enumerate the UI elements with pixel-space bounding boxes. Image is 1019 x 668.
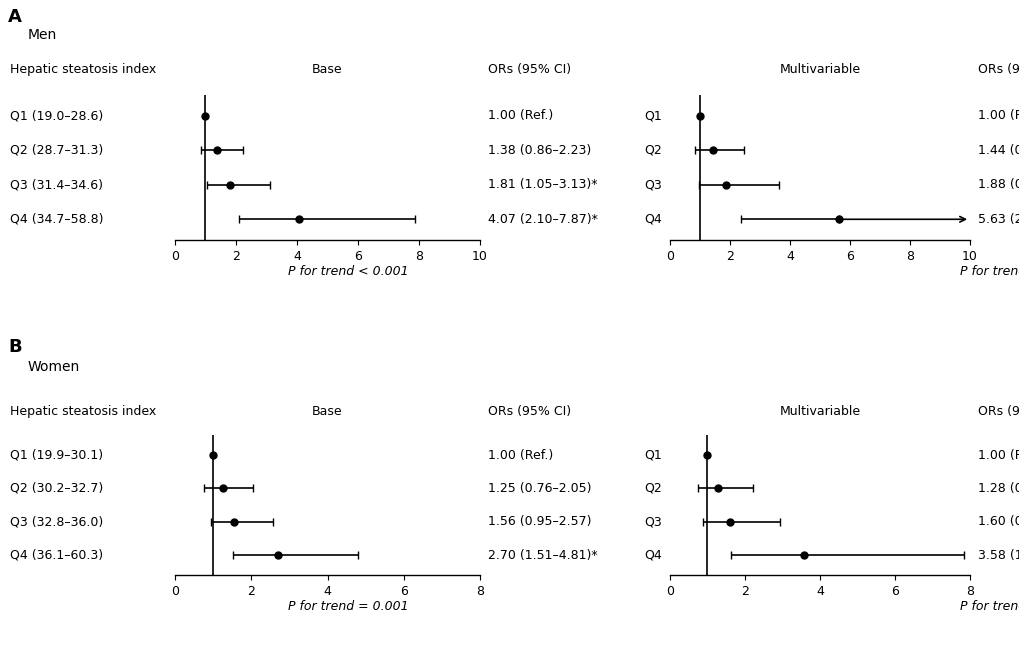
- Text: 4.07 (2.10–7.87)*: 4.07 (2.10–7.87)*: [488, 213, 597, 226]
- Text: ORs (95% CI): ORs (95% CI): [488, 405, 571, 418]
- Text: Base: Base: [312, 405, 342, 418]
- Text: 1.60 (0.87–2.94): 1.60 (0.87–2.94): [977, 515, 1019, 528]
- Text: Q1 (19.0–28.6): Q1 (19.0–28.6): [10, 109, 103, 122]
- Text: 1.00 (Ref.): 1.00 (Ref.): [488, 109, 553, 122]
- Text: Q1: Q1: [643, 109, 661, 122]
- Text: Q4: Q4: [643, 548, 661, 562]
- Text: 1.00 (Ref.): 1.00 (Ref.): [977, 448, 1019, 462]
- Text: Hepatic steatosis index: Hepatic steatosis index: [10, 405, 156, 418]
- Text: 5.63 (2.36–13.44)*: 5.63 (2.36–13.44)*: [977, 213, 1019, 226]
- Text: Q2 (28.7–31.3): Q2 (28.7–31.3): [10, 144, 103, 157]
- Text: Multivariable: Multivariable: [779, 63, 860, 76]
- Text: Base: Base: [312, 63, 342, 76]
- Text: ORs (95% CI): ORs (95% CI): [977, 405, 1019, 418]
- Text: Q4: Q4: [643, 213, 661, 226]
- Text: Women: Women: [28, 360, 81, 374]
- Text: Q2 (30.2–32.7): Q2 (30.2–32.7): [10, 482, 103, 495]
- Text: 2.70 (1.51–4.81)*: 2.70 (1.51–4.81)*: [488, 548, 597, 562]
- Text: P for trend = 0.002: P for trend = 0.002: [959, 601, 1019, 613]
- Text: Multivariable: Multivariable: [779, 405, 860, 418]
- Text: Q3 (31.4–34.6): Q3 (31.4–34.6): [10, 178, 103, 191]
- Text: 1.28 (0.74–2.22): 1.28 (0.74–2.22): [977, 482, 1019, 495]
- Text: 1.00 (Ref.): 1.00 (Ref.): [977, 109, 1019, 122]
- Text: A: A: [8, 8, 21, 26]
- Text: 3.58 (1.63–7.83)*: 3.58 (1.63–7.83)*: [977, 548, 1019, 562]
- Text: Q1: Q1: [643, 448, 661, 462]
- Text: P for trend < 0.001: P for trend < 0.001: [959, 265, 1019, 279]
- Text: P for trend < 0.001: P for trend < 0.001: [287, 265, 408, 279]
- Text: Q3: Q3: [643, 178, 661, 191]
- Text: ORs (95% CI): ORs (95% CI): [488, 63, 571, 76]
- Text: 1.38 (0.86–2.23): 1.38 (0.86–2.23): [488, 144, 591, 157]
- Text: Hepatic steatosis index: Hepatic steatosis index: [10, 63, 156, 76]
- Text: ORs (95% CI): ORs (95% CI): [977, 63, 1019, 76]
- Text: Men: Men: [28, 28, 57, 42]
- Text: 1.81 (1.05–3.13)*: 1.81 (1.05–3.13)*: [488, 178, 597, 191]
- Text: Q3 (32.8–36.0): Q3 (32.8–36.0): [10, 515, 103, 528]
- Text: Q2: Q2: [643, 482, 661, 495]
- Text: 1.56 (0.95–2.57): 1.56 (0.95–2.57): [488, 515, 591, 528]
- Text: Q1 (19.9–30.1): Q1 (19.9–30.1): [10, 448, 103, 462]
- Text: Q2: Q2: [643, 144, 661, 157]
- Text: 1.25 (0.76–2.05): 1.25 (0.76–2.05): [488, 482, 591, 495]
- Text: 1.00 (Ref.): 1.00 (Ref.): [488, 448, 553, 462]
- Text: Q3: Q3: [643, 515, 661, 528]
- Text: 1.88 (0.97–3.65): 1.88 (0.97–3.65): [977, 178, 1019, 191]
- Text: P for trend = 0.001: P for trend = 0.001: [287, 601, 408, 613]
- Text: B: B: [8, 338, 21, 356]
- Text: 1.44 (0.84–2.47): 1.44 (0.84–2.47): [977, 144, 1019, 157]
- Text: Q4 (34.7–58.8): Q4 (34.7–58.8): [10, 213, 103, 226]
- Text: Q4 (36.1–60.3): Q4 (36.1–60.3): [10, 548, 103, 562]
